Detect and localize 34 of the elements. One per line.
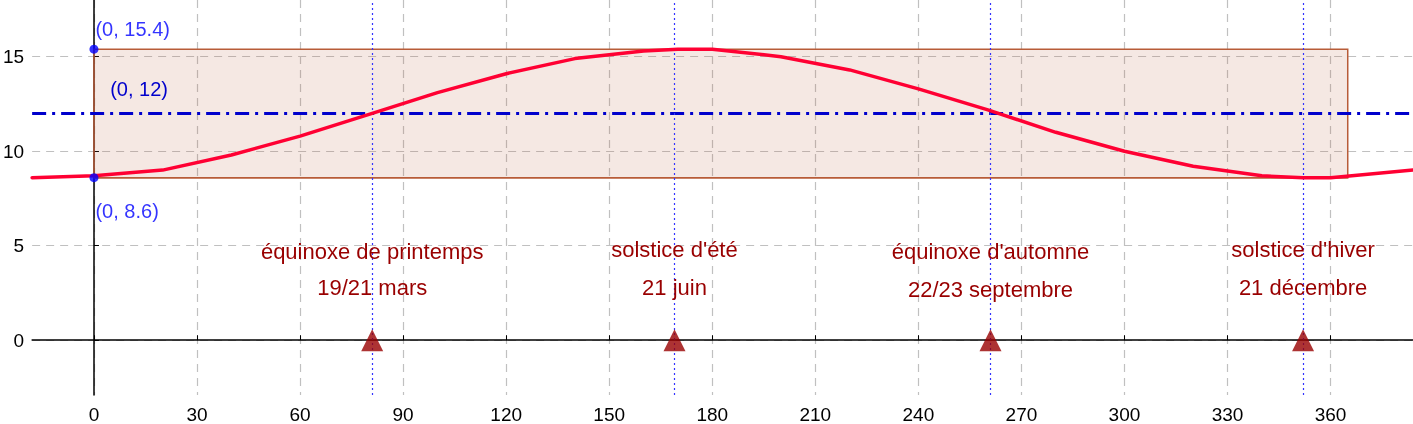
annotation: 19/21 mars xyxy=(317,274,428,300)
annotation: équinoxe de printemps xyxy=(260,238,484,264)
x-tick-label: 60 xyxy=(289,404,311,424)
x-tick-label: 330 xyxy=(1211,404,1244,424)
x-tick-label: 90 xyxy=(392,404,414,424)
y-tick-label: 10 xyxy=(2,140,25,162)
point xyxy=(979,329,1002,352)
y-tick-label: 15 xyxy=(2,46,25,68)
x-tick-label: 270 xyxy=(1005,404,1038,424)
point xyxy=(361,329,384,352)
data-label: (0, 8.6) xyxy=(95,200,159,223)
x-tick-label: 120 xyxy=(490,404,523,424)
x-tick-label: 210 xyxy=(799,404,832,424)
annotation: 21 juin xyxy=(642,274,707,300)
x-tick-label: 360 xyxy=(1314,404,1347,424)
x-tick-label: 0 xyxy=(88,404,100,424)
ref-line-label: (0, 12) xyxy=(110,78,168,101)
point xyxy=(89,173,99,183)
annotation: 21 décembre xyxy=(1238,274,1368,300)
annotation: solstice d'hiver xyxy=(1231,236,1375,262)
y-tick-label: 0 xyxy=(13,329,25,351)
point xyxy=(89,44,99,54)
annotation: équinoxe d'automne xyxy=(891,238,1090,264)
x-tick-label: 30 xyxy=(186,404,208,424)
y-tick-label: 5 xyxy=(13,235,25,257)
point xyxy=(1292,329,1315,352)
annotation: solstice d'été xyxy=(611,236,738,262)
x-tick-label: 150 xyxy=(593,404,626,424)
x-tick-label: 180 xyxy=(696,404,729,424)
x-tick-label: 240 xyxy=(902,404,935,424)
data-label: (0, 15.4) xyxy=(95,17,170,40)
annotation: 22/23 septembre xyxy=(907,276,1074,302)
x-tick-label: 300 xyxy=(1108,404,1141,424)
point xyxy=(663,329,686,352)
